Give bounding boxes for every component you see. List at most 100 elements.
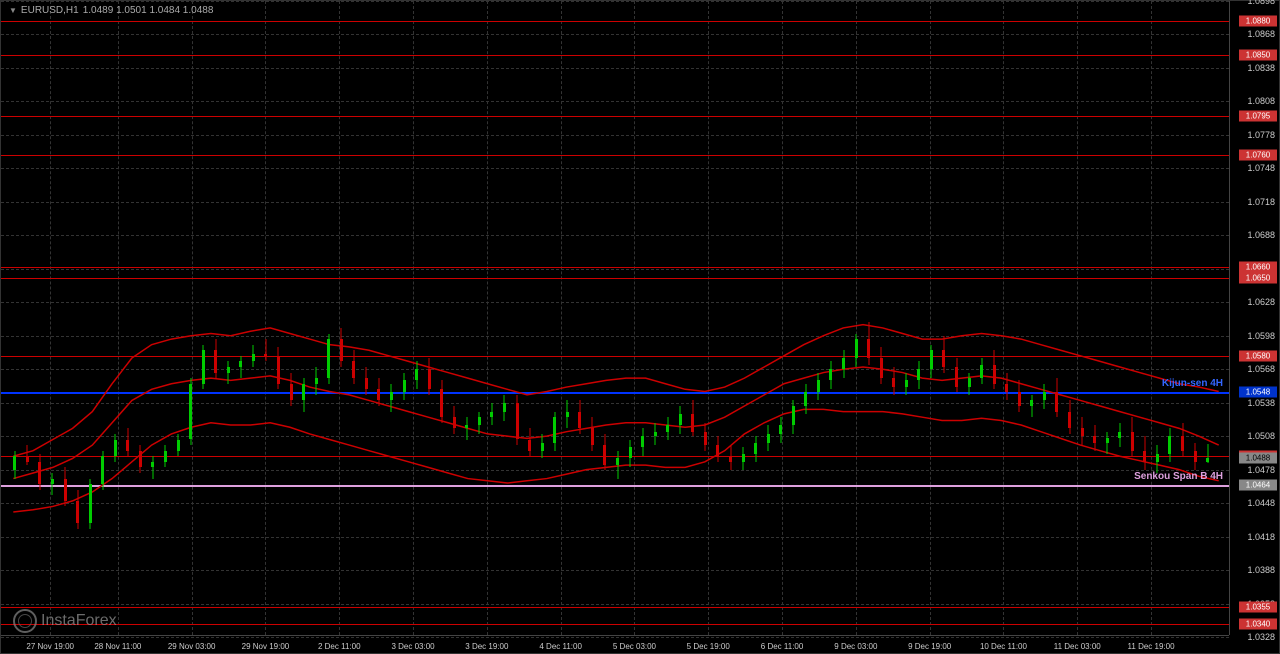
y-axis-tick: 1.0778 [1247,130,1275,140]
candle [591,417,594,450]
chart-container: ▼ EURUSD,H1 1.0489 1.0501 1.0484 1.0488 … [0,0,1280,654]
y-axis: 1.08981.08681.08381.08081.07781.07481.07… [1229,1,1279,635]
candle [578,400,581,433]
candle [390,384,393,412]
candle [528,428,531,456]
y-axis-tick: 1.0508 [1247,431,1275,441]
y-axis-tick: 1.0418 [1247,532,1275,542]
x-axis-tick: 29 Nov 03:00 [168,642,216,651]
candle [365,367,368,395]
candle [214,339,217,378]
y-axis-tick: 1.0328 [1247,632,1275,642]
candle [340,328,343,367]
candle [428,358,431,395]
y-axis-tick: 1.0718 [1247,197,1275,207]
x-axis-tick: 3 Dec 03:00 [391,642,434,651]
candle [1131,417,1134,456]
candle [942,336,945,373]
candle [377,378,380,406]
candle [51,473,54,495]
dropdown-arrow-icon[interactable]: ▼ [9,6,17,15]
candle [541,434,544,459]
x-axis-tick: 29 Nov 19:00 [242,642,290,651]
candle [164,445,167,467]
candle [553,412,556,451]
candle [64,467,67,506]
candle [352,350,355,383]
y-axis-tick: 1.0388 [1247,565,1275,575]
candle [503,395,506,421]
candle [980,358,983,384]
bollinger-bands [1,1,1231,637]
chart-plot-area[interactable]: Kijun-sen 4H Senkou Span B 4H [1,1,1229,635]
indicator-label: Senkou Span B 4H [1134,471,1223,482]
x-axis-tick: 11 Dec 03:00 [1054,642,1101,651]
candle [277,347,280,389]
candle [465,417,468,439]
candle [855,334,858,367]
candle [1093,425,1096,451]
sr-level-tag: 1.0880 [1239,16,1277,27]
candle [867,322,870,364]
candle [1018,380,1021,411]
candle [415,361,418,389]
watermark: InstaForex [13,609,117,633]
candle [679,406,682,434]
candle [177,434,180,456]
candle [38,454,41,490]
candle [189,378,192,445]
candle [742,447,745,469]
candle [930,345,933,378]
candle [440,380,443,422]
candle [239,356,242,378]
symbol-label: EURUSD,H1 [21,5,79,16]
indicator-label: Kijun-sen 4H [1162,378,1223,389]
x-axis: 27 Nov 19:0028 Nov 11:0029 Nov 03:0029 N… [1,635,1229,653]
x-axis-tick: 28 Nov 11:00 [94,642,141,651]
candle [403,373,406,401]
y-axis-tick: 1.0568 [1247,364,1275,374]
y-axis-tick: 1.0838 [1247,63,1275,73]
current-price-tag: 1.0488 [1239,453,1277,464]
candle [327,334,330,384]
x-axis-tick: 9 Dec 03:00 [834,642,877,651]
candle [453,406,456,434]
candle [968,373,971,395]
candle [817,373,820,401]
candle [13,451,16,479]
candle [516,395,519,445]
candle [1081,417,1084,445]
candle [302,378,305,411]
candle [478,412,481,434]
x-axis-tick: 5 Dec 03:00 [613,642,656,651]
y-axis-tick: 1.0748 [1247,163,1275,173]
x-axis-tick: 6 Dec 11:00 [761,642,804,651]
sr-level-tag: 1.0795 [1239,110,1277,121]
y-axis-tick: 1.0868 [1247,29,1275,39]
candle [89,479,92,529]
chart-header: ▼ EURUSD,H1 1.0489 1.0501 1.0484 1.0488 [9,5,213,16]
indicator-price-tag: 1.0464 [1239,480,1277,491]
candle [114,434,117,462]
indicator-price-tag: 1.0548 [1239,386,1277,397]
sr-level-tag: 1.0760 [1239,149,1277,160]
y-axis-tick: 1.0538 [1247,398,1275,408]
candle [993,350,996,389]
candle [1118,423,1121,448]
candle [1168,428,1171,461]
candle [1068,400,1071,433]
sr-level-tag: 1.0580 [1239,350,1277,361]
candle [1194,443,1197,470]
candle [779,417,782,443]
y-axis-tick: 1.0478 [1247,465,1275,475]
candle [151,456,154,478]
x-axis-tick: 2 Dec 11:00 [318,642,361,651]
candle [490,403,493,425]
candle [654,423,657,445]
candle [1005,373,1008,401]
candle [729,445,732,470]
candle [202,345,205,390]
candle [315,367,318,395]
y-axis-tick: 1.0628 [1247,297,1275,307]
candle [566,400,569,428]
